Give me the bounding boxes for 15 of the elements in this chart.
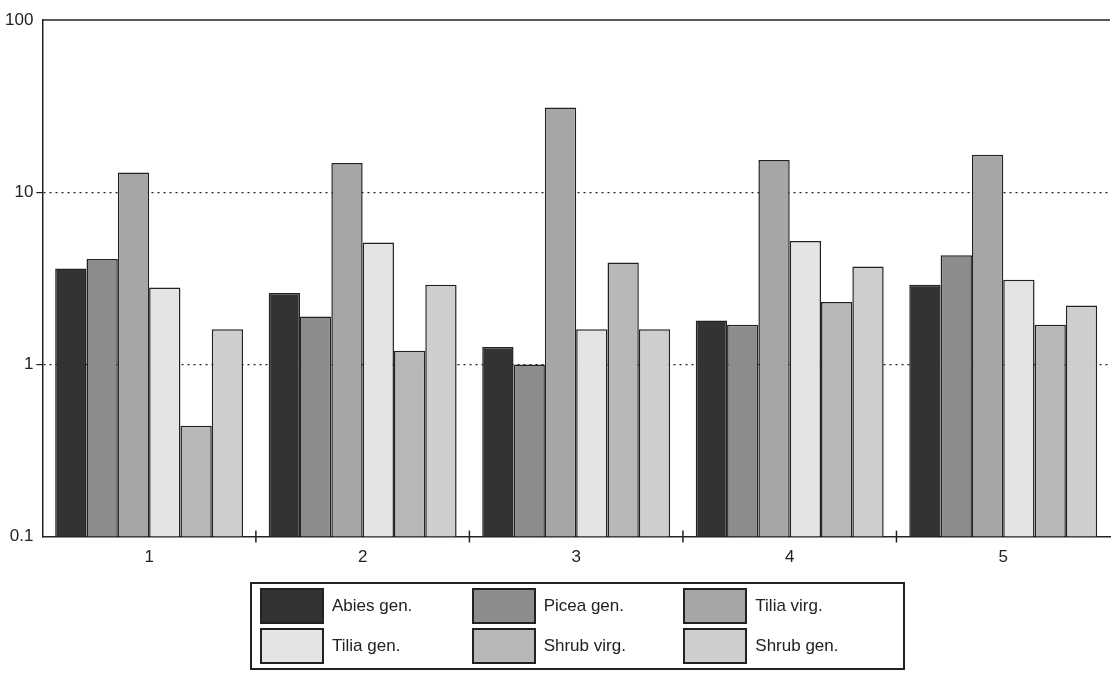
- legend-label: Picea gen.: [543, 596, 624, 616]
- x-tick-label: 4: [784, 547, 795, 567]
- legend-label: Abies gen.: [332, 596, 413, 616]
- y-tick-label: 100: [4, 9, 34, 29]
- y-tick-label: 10: [14, 181, 34, 201]
- y-tick-label: 0.1: [9, 526, 34, 546]
- x-tick-label: 5: [998, 547, 1008, 567]
- x-tick-label: 2: [357, 547, 368, 567]
- x-tick-label: 1: [144, 547, 154, 567]
- x-tick-label: 3: [571, 547, 581, 567]
- legend-label: Shrub virg.: [543, 636, 626, 656]
- legend-label: Tilia gen.: [332, 636, 401, 656]
- legend-label: Shrub gen.: [755, 636, 839, 656]
- legend-label: Tilia virg.: [755, 596, 823, 616]
- y-tick-label: 1: [23, 354, 34, 374]
